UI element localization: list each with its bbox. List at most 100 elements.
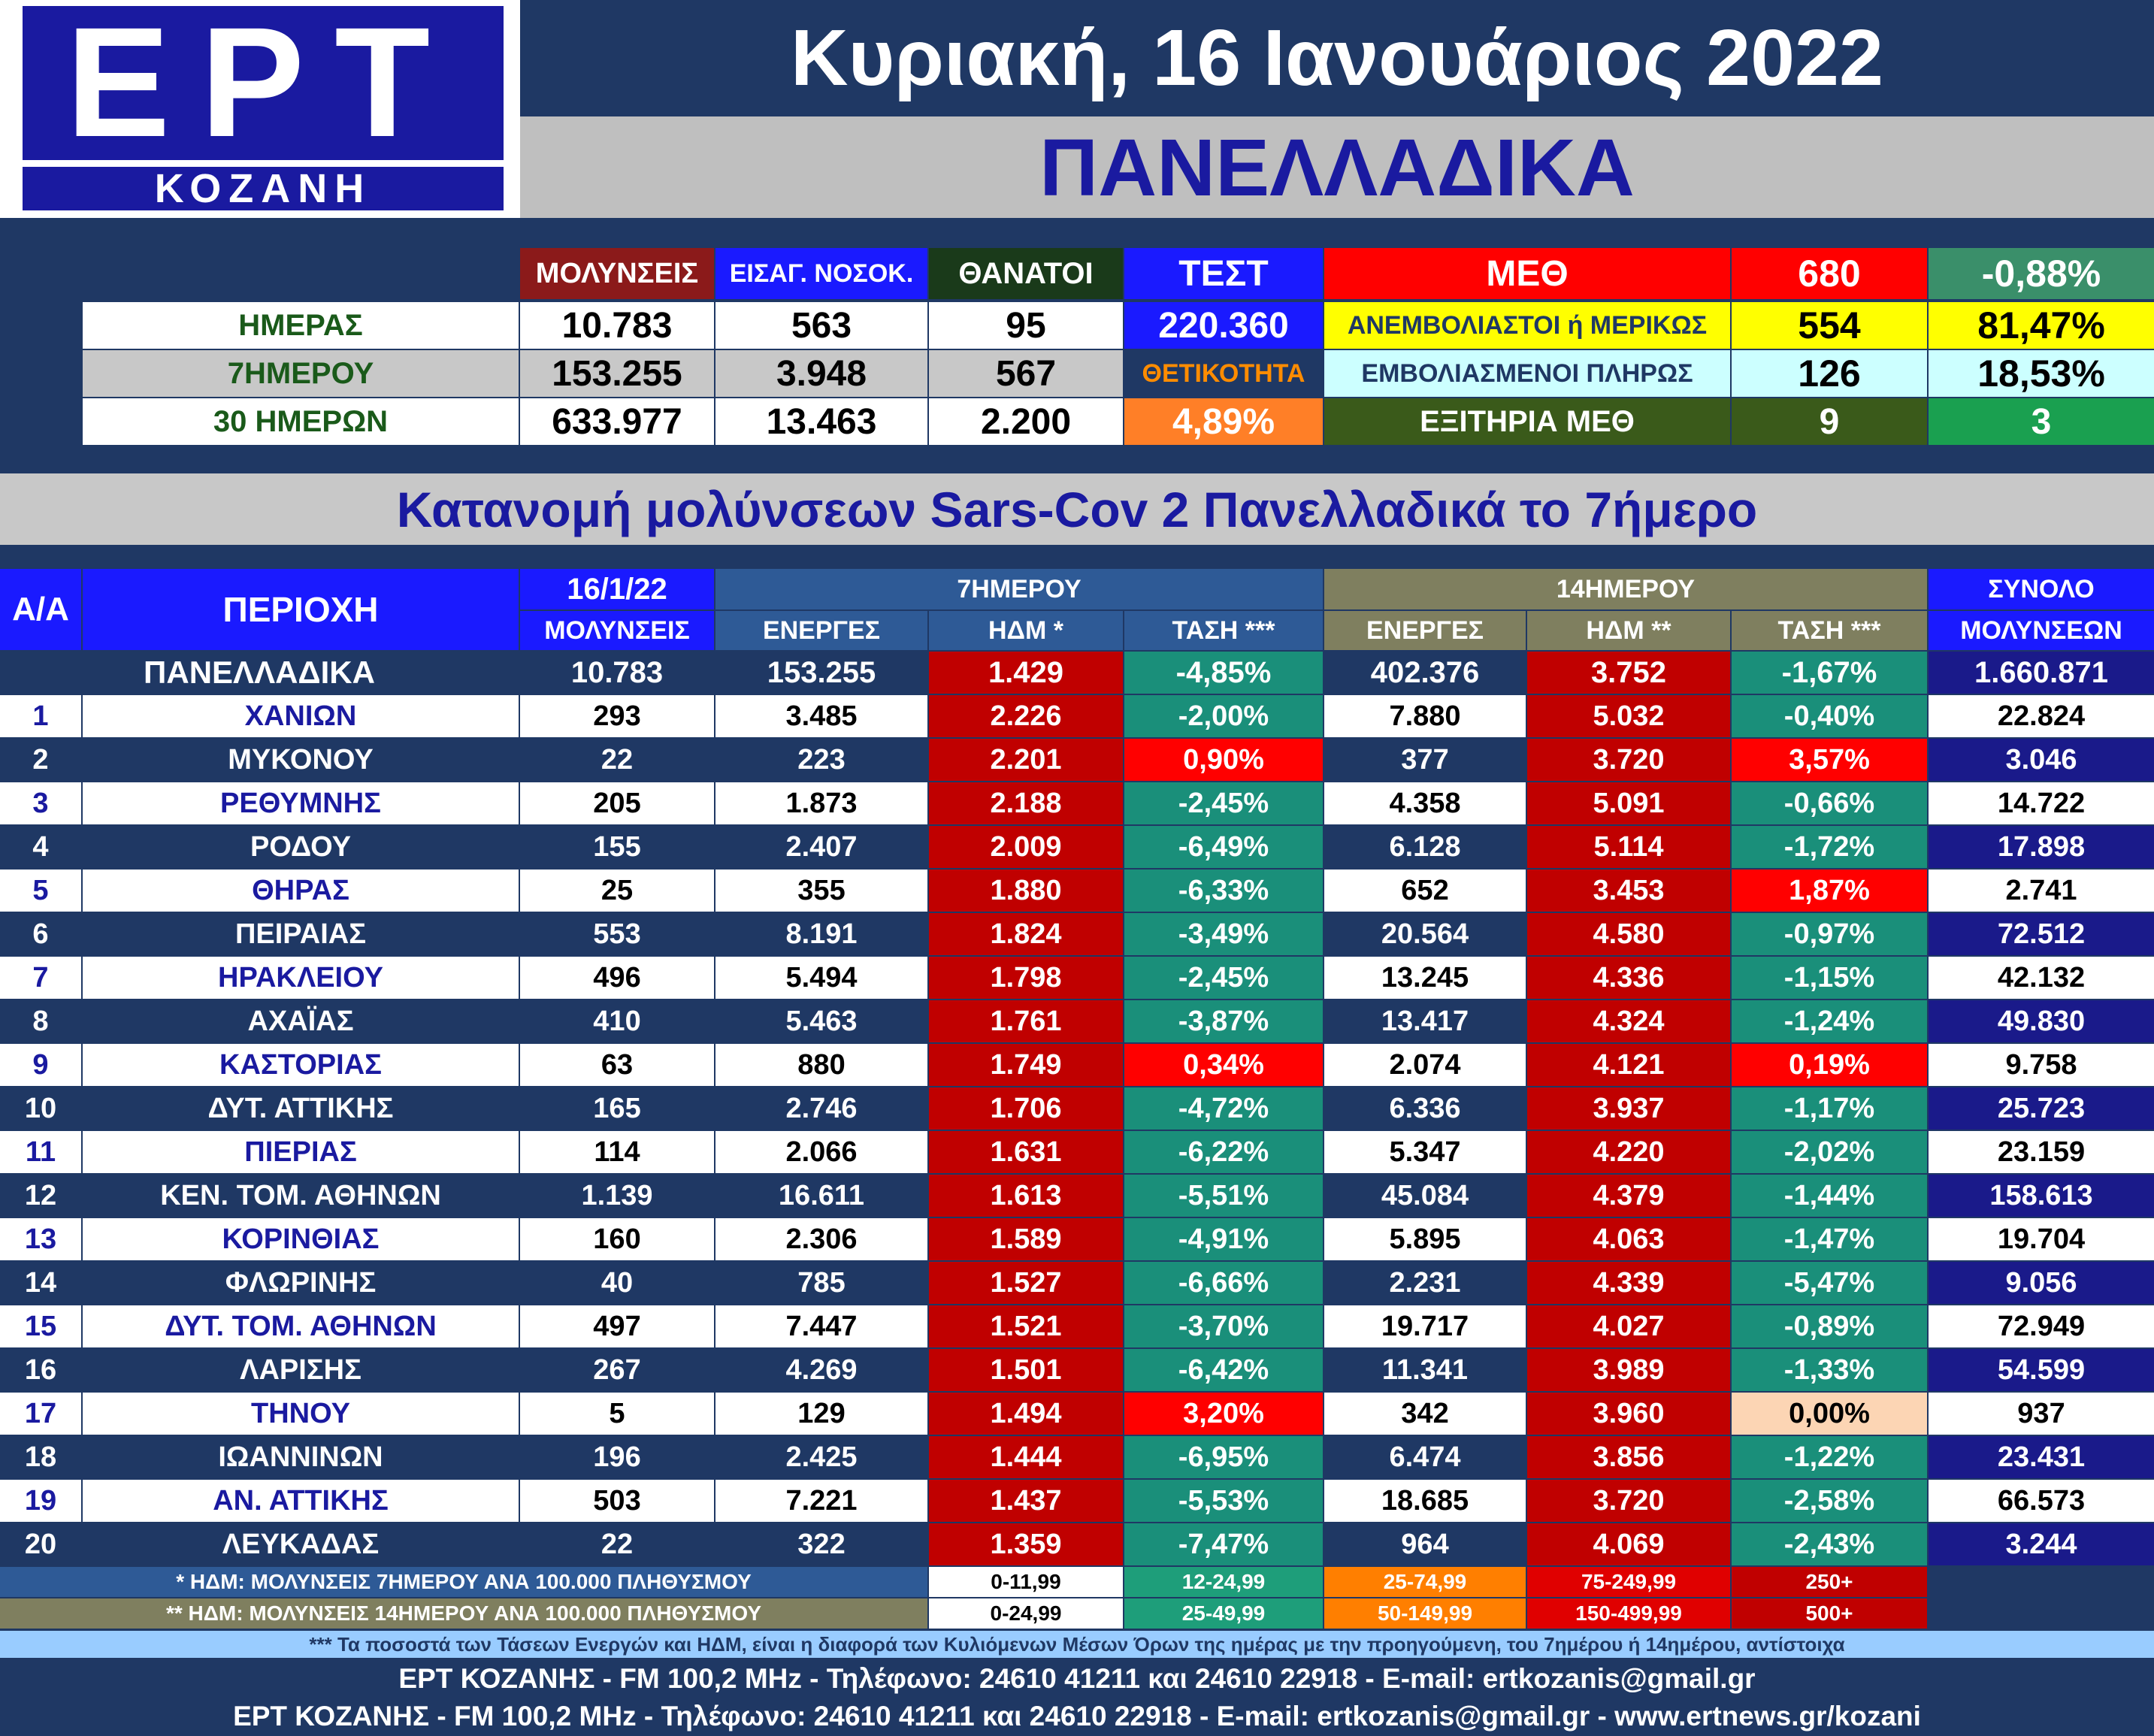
row-active7: 4.269 — [715, 1349, 927, 1391]
national-trend14: -1,67% — [1732, 652, 1927, 694]
row-number: 13 — [0, 1218, 81, 1260]
row-active7: 16.611 — [715, 1175, 927, 1217]
row-ipm14: 3.720 — [1527, 739, 1730, 781]
row-day-infections: 267 — [520, 1349, 714, 1391]
row-number: 15 — [0, 1305, 81, 1347]
row-ipm14: 5.032 — [1527, 695, 1730, 737]
section-title: Κατανομή μολύνσεων Sars-Cov 2 Πανελλαδικ… — [0, 473, 2154, 545]
row-trend7: -2,45% — [1124, 957, 1323, 999]
row-active7: 2.066 — [715, 1131, 927, 1173]
row-active14: 13.417 — [1324, 1000, 1526, 1042]
positivity-label: ΘΕΤΙΚΟΤΗΤΑ — [1124, 350, 1323, 397]
row-trend7: -6,95% — [1124, 1436, 1323, 1478]
row-day-infections: 40 — [520, 1262, 714, 1304]
row-active7: 3.485 — [715, 695, 927, 737]
region-rows: 1 ΧΑΝΙΩΝ 293 3.485 2.226 -2,00% 7.880 5.032 -0,4… — [0, 695, 2154, 1567]
legend-range-7-3: 75-249,99 — [1527, 1567, 1730, 1597]
row-total: 49.830 — [1929, 1000, 2154, 1042]
row-total: 937 — [1929, 1393, 2154, 1435]
row-day-infections: 155 — [520, 826, 714, 868]
row-active7: 2.746 — [715, 1087, 927, 1130]
header-area: ΠΕΡΙΟΧΗ — [83, 569, 519, 650]
legend-ipm14-label: ** ΗΔΜ: ΜΟΛΥΝΣΕΙΣ 14ΗΜΕΡΟΥ ΑΝΑ 100.000 Π… — [0, 1598, 927, 1629]
row-active7: 1.873 — [715, 782, 927, 824]
row-area: ΚΕΝ. ΤΟΜ. ΑΘΗΝΩΝ — [83, 1175, 519, 1217]
row-active7: 2.306 — [715, 1218, 927, 1260]
header-admissions: ΕΙΣΑΓ. ΝΟΣΟΚ. — [715, 248, 927, 299]
legend-range-7-4: 250+ — [1732, 1567, 1927, 1597]
row-area: ΙΩΑΝΝΙΝΩΝ — [83, 1436, 519, 1478]
row-active14: 45.084 — [1324, 1175, 1526, 1217]
week-admissions: 3.948 — [715, 350, 927, 397]
row-ipm14: 4.324 — [1527, 1000, 1730, 1042]
row-ipm7: 1.798 — [929, 957, 1123, 999]
national-ipm14: 3.752 — [1527, 652, 1730, 694]
row-day-infections: 196 — [520, 1436, 714, 1478]
row-area: ΦΛΩΡΙΝΗΣ — [83, 1262, 519, 1304]
row-active14: 964 — [1324, 1523, 1526, 1565]
row-active7: 880 — [715, 1044, 927, 1086]
row-trend7: -3,49% — [1124, 913, 1323, 955]
icu-value: 680 — [1732, 248, 1927, 299]
row-ipm7: 1.359 — [929, 1523, 1123, 1565]
header-fortnight-ipm: ΗΔΜ ** — [1527, 611, 1730, 650]
row-area: ΘΗΡΑΣ — [83, 870, 519, 912]
row-total: 23.159 — [1929, 1131, 2154, 1173]
row-trend7: -2,00% — [1124, 695, 1323, 737]
row-area: ΠΕΙΡΑΙΑΣ — [83, 913, 519, 955]
vaccinated-pct: 18,53% — [1929, 350, 2154, 397]
header-date: 16/1/22 — [520, 569, 714, 609]
row-ipm7: 2.226 — [929, 695, 1123, 737]
row-ipm7: 1.631 — [929, 1131, 1123, 1173]
row-trend14: -2,43% — [1732, 1523, 1927, 1565]
row-area: ΠΙΕΡΙΑΣ — [83, 1131, 519, 1173]
row-active14: 19.717 — [1324, 1305, 1526, 1347]
row-ipm14: 3.960 — [1527, 1393, 1730, 1435]
row-trend7: -2,45% — [1124, 782, 1323, 824]
row-day-infections: 5 — [520, 1393, 714, 1435]
row-trend14: -1,15% — [1732, 957, 1927, 999]
row-ipm7: 2.009 — [929, 826, 1123, 868]
row-trend7: -6,66% — [1124, 1262, 1323, 1304]
row-day-infections: 22 — [520, 1523, 714, 1565]
unvaccinated-pct: 81,47% — [1929, 302, 2154, 349]
row-label-day: ΗΜΕΡΑΣ — [83, 302, 519, 349]
row-total: 66.573 — [1929, 1480, 2154, 1522]
row-number: 1 — [0, 695, 81, 737]
row-area: ΡΟΔΟΥ — [83, 826, 519, 868]
row-total: 2.741 — [1929, 870, 2154, 912]
row-area: ΔΥΤ. ΤΟΜ. ΑΘΗΝΩΝ — [83, 1305, 519, 1347]
row-total: 17.898 — [1929, 826, 2154, 868]
summary-stats: ΜΟΛΥΝΣΕΙΣ ΕΙΣΑΓ. ΝΟΣΟΚ. ΘΑΝΑΤΟΙ ΤΕΣΤ ΜΕΘ… — [0, 240, 2154, 455]
row-total: 14.722 — [1929, 782, 2154, 824]
row-trend7: 3,20% — [1124, 1393, 1323, 1435]
row-active7: 355 — [715, 870, 927, 912]
row-active7: 7.221 — [715, 1480, 927, 1522]
row-trend7: -5,53% — [1124, 1480, 1323, 1522]
day-infections: 10.783 — [520, 302, 714, 349]
row-area: ΔΥΤ. ΑΤΤΙΚΗΣ — [83, 1087, 519, 1130]
legend-ranges: 0-11,99 12-24,99 25-74,99 75-249,99 250+ 0-24… — [929, 1567, 1929, 1630]
row-ipm14: 5.091 — [1527, 782, 1730, 824]
row-trend14: 3,57% — [1732, 739, 1927, 781]
row-number: 17 — [0, 1393, 81, 1435]
row-ipm14: 3.989 — [1527, 1349, 1730, 1391]
row-ipm14: 3.720 — [1527, 1480, 1730, 1522]
table-row: 1 ΧΑΝΙΩΝ 293 3.485 2.226 -2,00% 7.880 5.032 -0,4… — [0, 695, 2154, 737]
national-total: 1.660.871 — [1929, 652, 2154, 694]
row-active14: 13.245 — [1324, 957, 1526, 999]
table-row: 19 ΑΝ. ΑΤΤΙΚΗΣ 503 7.221 1.437 -5,53% 18.685 3.… — [0, 1480, 2154, 1522]
legend-range-14-0: 0-24,99 — [929, 1598, 1123, 1629]
discharged-label: ΕΞΙΤΗΡΙΑ ΜΕΘ — [1324, 398, 1730, 445]
region-title: ΠΑΝΕΛΛΑΔΙΚΑ — [520, 116, 2154, 218]
row-active14: 18.685 — [1324, 1480, 1526, 1522]
row-ipm14: 4.063 — [1527, 1218, 1730, 1260]
table-row: 17 ΤΗΝΟΥ 5 129 1.494 3,20% 342 3.960 0,00% 937 — [0, 1393, 2154, 1435]
row-number: 6 — [0, 913, 81, 955]
row-trend7: -3,87% — [1124, 1000, 1323, 1042]
legend-range-7-2: 25-74,99 — [1324, 1567, 1526, 1597]
row-day-infections: 503 — [520, 1480, 714, 1522]
table-row: 5 ΘΗΡΑΣ 25 355 1.880 -6,33% 652 3.453 1,87% 2.741 — [0, 870, 2154, 912]
test-value: 220.360 — [1124, 302, 1323, 349]
row-ipm14: 4.027 — [1527, 1305, 1730, 1347]
